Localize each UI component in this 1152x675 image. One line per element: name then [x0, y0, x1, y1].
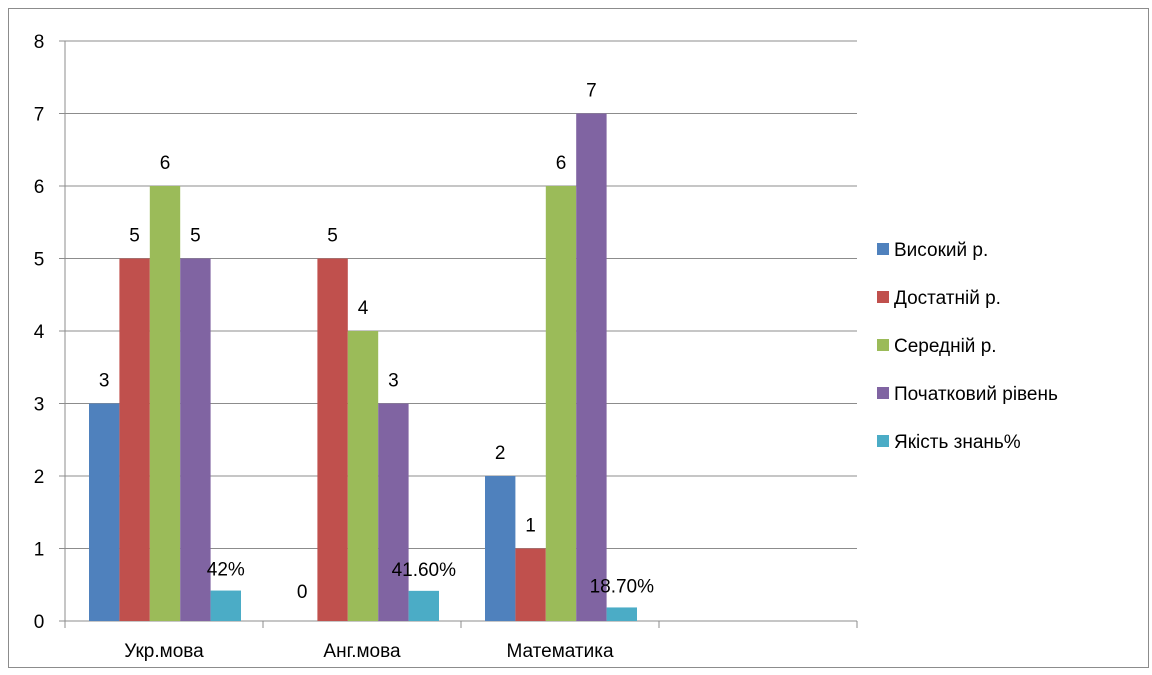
data-label: 6 — [556, 153, 567, 174]
data-labels: 3 0 2 5 5 1 6 4 6 5 3 7 42% 41.60% 18.70% — [99, 81, 654, 604]
data-label: 0 — [297, 582, 308, 603]
bar — [606, 607, 637, 621]
y-tick-label: 5 — [34, 250, 45, 271]
bar — [180, 258, 211, 621]
legend-label: Високий р. — [894, 240, 988, 261]
bar — [347, 331, 379, 621]
x-tick-label: Укр.мова — [124, 641, 204, 662]
y-tick-label: 0 — [34, 612, 45, 633]
bar — [515, 548, 546, 621]
y-tick-label: 1 — [34, 540, 45, 561]
bar — [210, 590, 241, 621]
data-label: 4 — [358, 298, 369, 319]
data-label: 18.70% — [590, 576, 655, 597]
bar — [378, 403, 409, 621]
bar — [149, 186, 181, 621]
legend-swatch — [877, 291, 889, 303]
data-label: 3 — [99, 371, 110, 392]
legend-swatch — [877, 387, 889, 399]
bar-chart: 0 1 2 3 4 5 6 7 8 Укр.мова Анг.мова Математика 3 0 2 5… — [34, 32, 1058, 662]
bar — [545, 186, 577, 621]
bars — [89, 113, 637, 621]
bar — [485, 476, 516, 621]
y-tick-label: 7 — [34, 105, 45, 126]
data-label: 1 — [525, 516, 536, 537]
legend-swatch — [877, 435, 889, 447]
legend-label: Початковий рівень — [894, 384, 1058, 405]
data-label: 3 — [388, 371, 399, 392]
y-tick-label: 6 — [34, 177, 45, 198]
data-label: 2 — [495, 443, 506, 464]
chart-frame: 0 1 2 3 4 5 6 7 8 Укр.мова Анг.мова Математика 3 0 2 5… — [8, 8, 1149, 668]
data-label: 41.60% — [392, 560, 457, 581]
y-tick-label: 3 — [34, 395, 45, 416]
y-tick-label: 4 — [34, 322, 45, 343]
legend-label: Якість знань% — [894, 432, 1021, 453]
legend-label: Середній р. — [894, 336, 997, 357]
data-label: 7 — [586, 81, 597, 102]
bar — [408, 590, 439, 621]
y-tick-label: 2 — [34, 467, 45, 488]
x-tick-label: Анг.мова — [323, 641, 401, 662]
bar — [119, 258, 150, 621]
data-label: 5 — [129, 226, 140, 247]
data-label: 5 — [327, 226, 338, 247]
legend: Високий р. Достатній р. Середній р. Початко… — [877, 240, 1058, 453]
bar — [576, 113, 607, 621]
data-label: 5 — [190, 226, 201, 247]
x-tick-label: Математика — [506, 641, 614, 662]
axes: 0 1 2 3 4 5 6 7 8 Укр.мова Анг.мова Математика — [34, 32, 858, 662]
data-label: 42% — [207, 560, 245, 581]
data-label: 6 — [160, 153, 171, 174]
bar — [89, 403, 120, 621]
y-tick-label: 8 — [34, 32, 45, 53]
legend-label: Достатній р. — [894, 288, 1001, 309]
bar — [317, 258, 348, 621]
legend-swatch — [877, 243, 889, 255]
legend-swatch — [877, 339, 889, 351]
